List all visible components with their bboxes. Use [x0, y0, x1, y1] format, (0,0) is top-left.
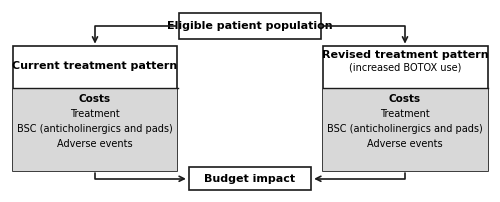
- Bar: [179, 13, 321, 39]
- Bar: [12, 46, 177, 171]
- Text: BSC (anticholinergics and pads): BSC (anticholinergics and pads): [327, 124, 483, 134]
- Text: Adverse events: Adverse events: [367, 139, 443, 149]
- Text: Treatment: Treatment: [380, 109, 430, 119]
- Text: BSC (anticholinergics and pads): BSC (anticholinergics and pads): [17, 124, 173, 134]
- Bar: [322, 88, 488, 171]
- Text: Revised treatment pattern: Revised treatment pattern: [322, 50, 488, 60]
- Text: Costs: Costs: [79, 94, 111, 104]
- Bar: [322, 46, 488, 171]
- Text: Adverse events: Adverse events: [57, 139, 133, 149]
- Text: Current treatment pattern: Current treatment pattern: [12, 61, 177, 71]
- Bar: [189, 167, 311, 190]
- Text: Treatment: Treatment: [70, 109, 120, 119]
- Text: Costs: Costs: [389, 94, 421, 104]
- Bar: [12, 88, 177, 171]
- Text: Eligible patient population: Eligible patient population: [167, 21, 333, 31]
- Text: (increased BOTOX use): (increased BOTOX use): [349, 63, 461, 73]
- Text: Budget impact: Budget impact: [204, 174, 296, 184]
